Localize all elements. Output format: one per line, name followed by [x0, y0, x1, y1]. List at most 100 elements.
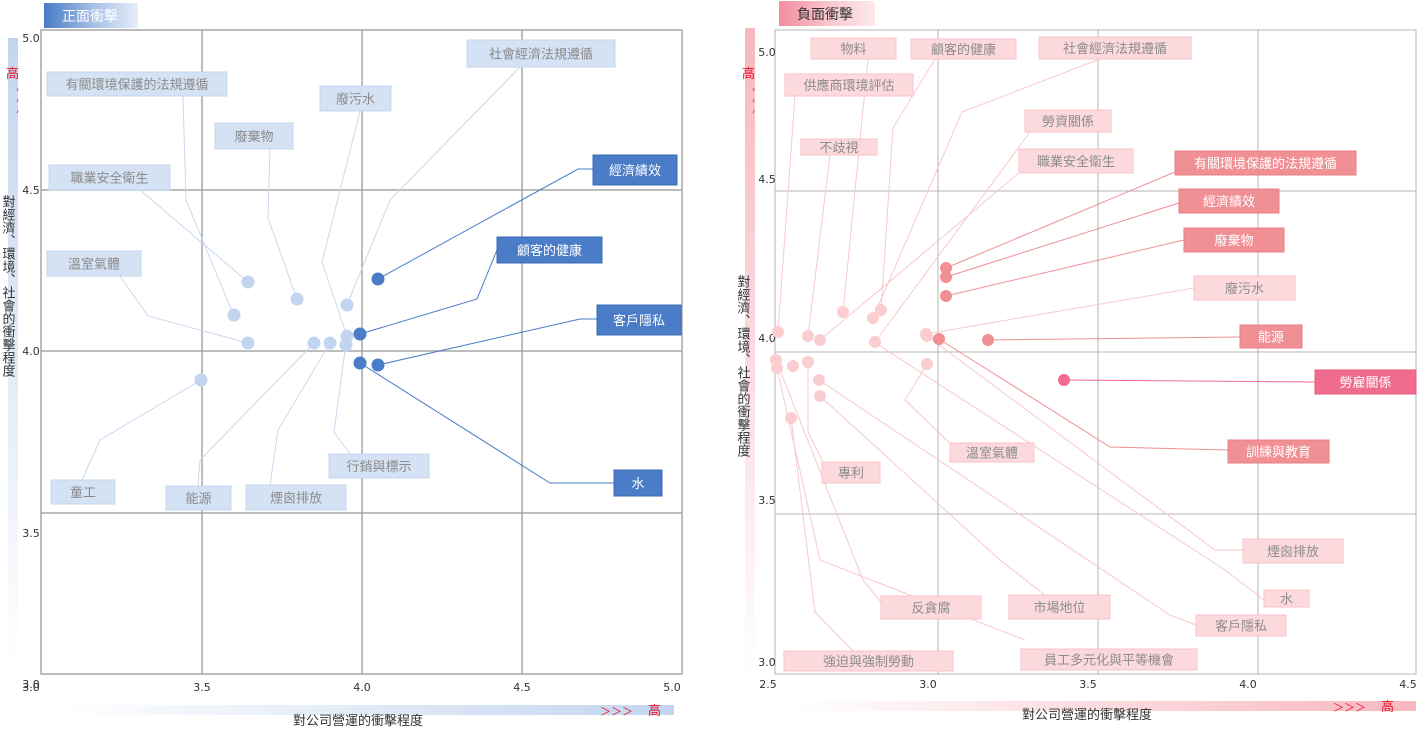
leader-line [945, 239, 1185, 297]
data-label-box [1020, 648, 1198, 671]
data-point [940, 290, 952, 302]
data-point [785, 412, 797, 424]
data-label-box [1018, 148, 1134, 174]
data-label-box [1024, 109, 1112, 133]
data-label: 煙囪排放 [1267, 545, 1319, 560]
leader-line [267, 148, 298, 300]
data-label: 勞雇關係 [1339, 375, 1391, 391]
leader-line [938, 338, 1229, 451]
data-label-box [949, 442, 1035, 463]
data-label: 客戶隱私 [1215, 619, 1267, 635]
y-tick-label: 3.5 [22, 527, 40, 540]
data-point [771, 362, 783, 374]
leader-line [880, 58, 936, 311]
plot-area: 3.0 3.5 4.0 4.5 5.05.04.54.03.53.0經濟績效顧客的健康客… [22, 29, 683, 694]
data-label: 能源 [1258, 331, 1284, 346]
data-point [339, 338, 353, 352]
x-axis-gradient-bar [790, 701, 1416, 711]
y-tick-label: 5.0 [22, 32, 40, 45]
leader-line [377, 168, 593, 280]
data-label-box [496, 236, 603, 264]
data-label-box [1242, 538, 1344, 564]
data-label-box [46, 250, 142, 277]
x-high-marker: 高 [1381, 699, 1394, 715]
leader-line [182, 95, 235, 317]
data-label-box [48, 164, 171, 191]
leader-line [269, 342, 331, 486]
data-label: 溫室氣體 [68, 257, 120, 273]
leader-line [775, 359, 886, 608]
data-label-box [319, 85, 392, 112]
data-point [371, 272, 385, 286]
x-high-arrows: ＞＞＞ [1333, 701, 1366, 714]
leader-line [818, 379, 1197, 626]
data-point [340, 298, 354, 312]
data-label-box [821, 461, 881, 484]
data-point [241, 336, 255, 350]
data-point [940, 262, 952, 274]
y-tick-label: 4.5 [758, 173, 776, 186]
data-label: 廢污水 [1225, 282, 1264, 297]
data-point [371, 358, 385, 372]
leader-line [119, 275, 249, 344]
data-label-box [1195, 614, 1287, 637]
data-label: 強迫與強制勞動 [823, 655, 914, 670]
x-tick-label: 4.0 [353, 681, 371, 694]
x-high-marker: 高 [648, 703, 661, 719]
leader-line [987, 336, 1241, 341]
data-label-box [1227, 439, 1330, 464]
data-point [837, 306, 849, 318]
data-point [307, 336, 321, 350]
data-point [982, 334, 994, 346]
data-label: 專利 [838, 467, 864, 482]
data-label-box [46, 71, 228, 97]
x-axis-title: 對公司營運的衝擊程度 [1022, 707, 1152, 723]
x-tick-label: 3.0 [919, 678, 937, 691]
y-axis-title: 對經濟、環境、社會的衝擊程度 [0, 195, 15, 377]
data-label-box [328, 453, 430, 479]
data-label: 職業安全衛生 [70, 171, 148, 187]
leader-line [1063, 379, 1316, 383]
y-axis-gradient-bar [8, 38, 18, 666]
data-label: 有關環境保護的法規遵循 [1194, 156, 1337, 172]
y-high-arrows: ＾＾＾ [741, 84, 756, 117]
y-tick-label: 3.5 [758, 494, 776, 507]
data-point [813, 374, 825, 386]
negative-impact-chart: 負面衝擊 高 ＾＾＾ ＞＞＞ 高 對經濟、環境、社會的衝擊程度 對公司營運的衝擊… [735, 1, 1417, 723]
data-label-box [613, 469, 663, 497]
leader-line [139, 189, 249, 283]
data-label-box [1038, 36, 1192, 60]
data-label: 溫室氣體 [966, 446, 1018, 462]
data-label: 供應商環境評估 [803, 78, 894, 94]
leader-line [346, 66, 521, 306]
data-point [802, 356, 814, 368]
data-label: 行銷與標示 [346, 459, 411, 475]
data-point [323, 336, 337, 350]
leader-line [321, 110, 361, 337]
data-label: 廢棄物 [1214, 234, 1253, 249]
data-label: 社會經濟法規遵循 [1063, 41, 1167, 57]
x-tick-label: 4.5 [513, 681, 531, 694]
data-label: 物料 [840, 43, 866, 58]
leader-line [359, 249, 498, 335]
y-tick-label: 4.5 [22, 184, 40, 197]
data-label-box [214, 122, 294, 150]
data-label: 經濟績效 [1203, 194, 1255, 210]
data-label-box [880, 595, 982, 620]
y-axis-gradient-bar [745, 28, 755, 678]
leader-line [333, 342, 351, 455]
data-point [867, 312, 879, 324]
y-tick-label: 3.0 [758, 656, 776, 669]
data-label: 廢棄物 [234, 130, 273, 145]
x-high-arrows: ＞＞＞ [600, 705, 633, 718]
data-point [227, 308, 241, 322]
y-tick-label: 4.0 [22, 345, 40, 358]
data-label-box [1314, 369, 1417, 395]
leader-line [874, 131, 1031, 343]
data-label-box [466, 39, 616, 68]
data-label: 市場地位 [1033, 600, 1085, 616]
data-point [1058, 374, 1070, 386]
data-label: 童工 [70, 485, 96, 501]
y-high-marker: 高 [742, 66, 755, 82]
